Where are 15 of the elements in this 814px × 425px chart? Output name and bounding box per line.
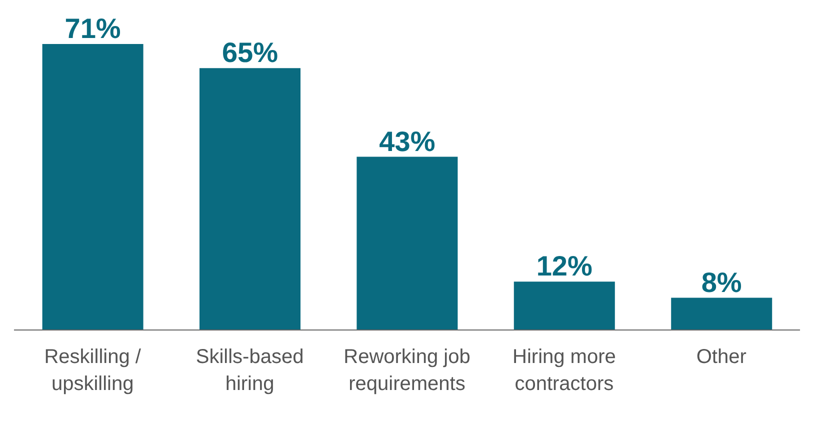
data-label: 71% <box>64 13 121 44</box>
bar <box>514 282 615 330</box>
x-tick-label: Reworking job requirements <box>344 346 470 395</box>
bar <box>356 156 458 330</box>
bar <box>671 298 772 330</box>
data-label: 43% <box>379 126 436 157</box>
x-tick-label: Hiring more contractors <box>512 346 616 395</box>
x-tick-label: Reskilling / upskilling <box>44 346 142 395</box>
data-label: 65% <box>222 37 278 68</box>
bar <box>199 68 300 330</box>
x-tick-label: Other <box>696 346 747 368</box>
data-label: 8% <box>701 266 742 298</box>
x-tick-label: Skills-based hiring <box>196 346 304 395</box>
data-label: 12% <box>536 250 593 282</box>
bar <box>42 44 144 330</box>
